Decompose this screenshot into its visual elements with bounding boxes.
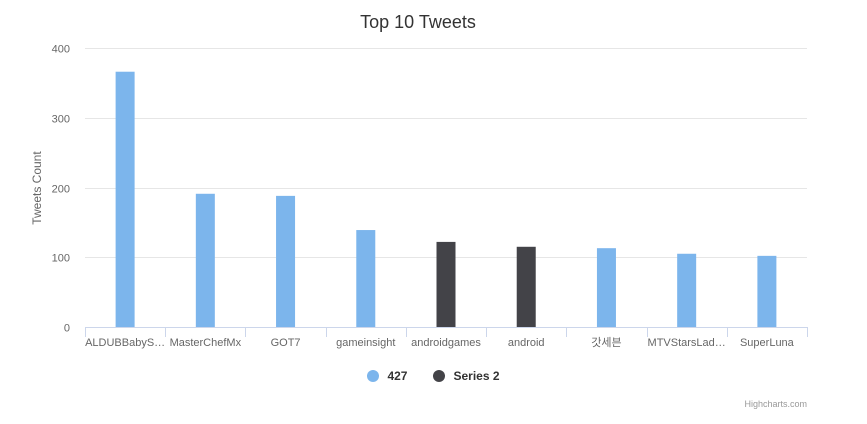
chart-title: Top 10 Tweets: [360, 12, 476, 32]
y-tick-label: 200: [52, 184, 70, 196]
legend-label-series-2: Series 2: [453, 369, 500, 383]
legend-dot-series-1-icon: [367, 370, 380, 382]
x-tick-label: MasterChefMx: [170, 337, 242, 349]
bar-1-8[interactable]: [677, 253, 697, 327]
x-tick-label: GOT7: [271, 337, 301, 349]
bar-2-6[interactable]: [516, 246, 536, 327]
bar-1-1[interactable]: [115, 71, 135, 327]
x-tick-label: 갓세븐: [591, 336, 621, 349]
y-tick-label: 0: [64, 323, 70, 335]
x-tick-label: android: [508, 337, 545, 349]
legend-item-series-1[interactable]: 427: [367, 369, 407, 383]
x-tick-label: androidgames: [411, 337, 481, 349]
bar-2-5[interactable]: [436, 241, 456, 327]
bar-1-4[interactable]: [356, 230, 376, 327]
x-tick-label: MTVStarsLad…: [648, 337, 726, 349]
legend: 427 Series 2: [0, 369, 867, 383]
bar-1-3[interactable]: [276, 195, 296, 327]
bar-1-2[interactable]: [195, 193, 215, 327]
x-tick-label: gameinsight: [336, 337, 395, 349]
y-tick-label: 400: [52, 44, 70, 56]
x-axis: ALDUBBabyS… MasterChefMx GOT7 gameinsight an…: [85, 327, 808, 349]
bars: [115, 71, 777, 327]
grid-lines: [85, 48, 807, 258]
bar-1-9[interactable]: [757, 255, 777, 327]
y-tick-label: 100: [52, 253, 70, 265]
y-axis-title: Tweets Count: [30, 151, 44, 225]
x-tick-label: SuperLuna: [740, 337, 795, 349]
legend-item-series-2[interactable]: Series 2: [433, 369, 500, 383]
legend-dot-series-2-icon: [433, 370, 446, 382]
y-tick-label: 300: [52, 114, 70, 126]
credits-link[interactable]: Highcharts.com: [744, 399, 807, 409]
x-tick-label: ALDUBBabyS…: [85, 337, 165, 349]
bar-1-7[interactable]: [596, 248, 616, 327]
y-axis-labels: 0 100 200 300 400: [52, 44, 70, 335]
legend-label-series-1: 427: [387, 369, 408, 383]
